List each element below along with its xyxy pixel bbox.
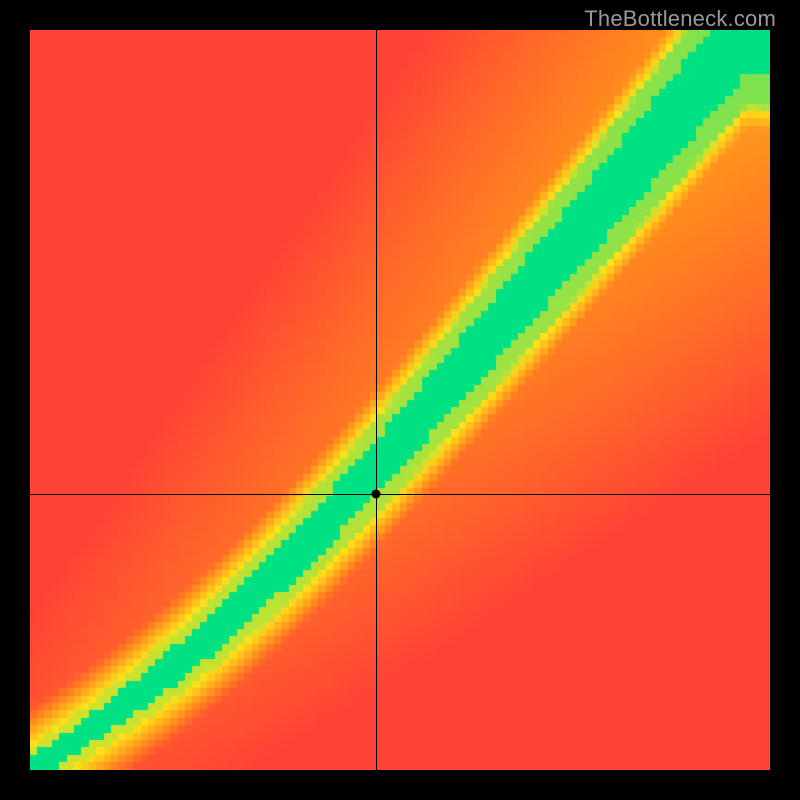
heatmap-canvas	[30, 30, 770, 770]
crosshair-horizontal	[30, 494, 770, 495]
watermark-text: TheBottleneck.com	[584, 6, 776, 32]
marker-dot	[372, 489, 381, 498]
crosshair-vertical	[376, 30, 377, 770]
heatmap-plot	[30, 30, 770, 770]
